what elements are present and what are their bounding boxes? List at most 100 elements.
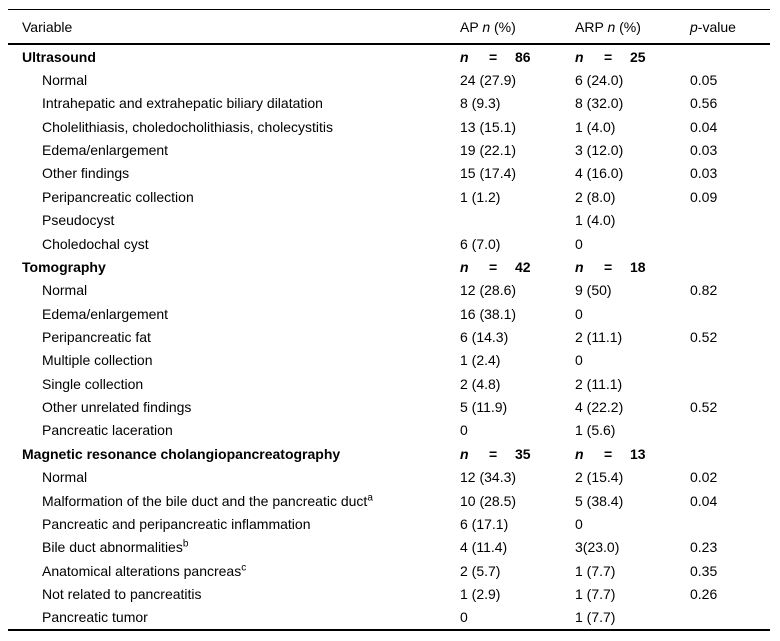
header-p-value: p-value [690,18,736,35]
table-row: Single collection 2 (4.8) 2 (11.1) [8,372,770,395]
ap-value-cell: 4 (11.4) [460,539,508,556]
ap-value-cell: 2 (4.8) [460,375,501,392]
arp-value-cell: 9 (50) [575,282,612,299]
table-header-row: Variable AP n (%) ARP n (%) p-value [8,10,770,45]
row-label: Intrahepatic and extrahepatic biliary di… [42,95,323,112]
ap-value-cell: 6 (7.0) [460,235,501,252]
arp-value-cell: 1 (4.0) [575,118,616,135]
row-label: Magnetic resonance cholangiopancreatogra… [22,445,341,462]
table-row: Pancreatic laceration 0 1 (5.6) [8,419,770,442]
arp-value-cell: 0 [575,305,583,322]
arp-value-cell: 8 (32.0) [575,95,624,112]
row-label: Peripancreatic fat [42,328,151,345]
header-ap: AP n (%) [460,18,516,35]
row-label: Peripancreatic collection [42,188,194,205]
p-value-cell: 0.26 [690,585,718,602]
row-label: Bile duct abnormalitiesb [42,538,189,556]
n-symbol: n [460,48,469,65]
row-label: Normal [42,282,88,299]
row-label: Edema/enlargement [42,142,169,159]
equals-symbol: = [489,445,498,462]
table-row: Multiple collection 1 (2.4) 0 [8,349,770,372]
p-value-cell: 0.56 [690,95,718,112]
n-count: 86 [515,48,531,65]
p-value-cell: 0.04 [690,492,718,509]
row-label: Pseudocyst [42,212,115,229]
row-label: Not related to pancreatitis [42,585,202,602]
table-row: Peripancreatic fat 6 (14.3) 2 (11.1) 0.52 [8,325,770,348]
n-count: 13 [630,445,646,462]
section-row: Tomography n = 42 n = 18 [8,255,770,278]
table-row: Bile duct abnormalitiesb 4 (11.4) 3(23.0) 0… [8,536,770,559]
table-row: Normal 24 (27.9) 6 (24.0) 0.05 [8,68,770,91]
section-row: Ultrasound n = 86 n = 25 [8,45,770,68]
ap-value-cell: 19 (22.1) [460,142,517,159]
p-value-cell: 0.09 [690,188,718,205]
arp-value-cell: 1 (7.7) [575,562,616,579]
row-label: Pancreatic laceration [42,422,173,439]
row-label: Other findings [42,165,130,182]
p-value-cell: 0.23 [690,539,718,556]
arp-value-cell: 1 (7.7) [575,585,616,602]
arp-value-cell: 0 [575,235,583,252]
arp-value-cell: 2 (15.4) [575,469,624,486]
header-arp: ARP n (%) [575,18,641,35]
n-count: 18 [630,258,646,275]
ap-value-cell: 1 (2.9) [460,585,501,602]
arp-value-cell: 5 (38.4) [575,492,624,509]
row-label: Multiple collection [42,352,153,369]
ap-value-cell: 1 (2.4) [460,352,501,369]
n-count: 42 [515,258,531,275]
row-label: Edema/enlargement [42,305,169,322]
arp-value-cell: 2 (8.0) [575,188,616,205]
footnote-marker: b [182,538,189,550]
row-label: Other unrelated findings [42,399,192,416]
p-value-cell: 0.05 [690,72,718,89]
table-row: Peripancreatic collection 1 (1.2) 2 (8.0) 0… [8,185,770,208]
p-value-cell: 0.03 [690,142,718,159]
ap-value-cell: 2 (5.7) [460,562,501,579]
table-row: Pancreatic and peripancreatic inflammati… [8,512,770,535]
p-value-cell: 0.52 [690,399,718,416]
row-label: Normal [42,469,88,486]
ap-value-cell: 15 (17.4) [460,165,517,182]
arp-value-cell: 4 (22.2) [575,399,624,416]
arp-value-cell: 1 (7.7) [575,609,616,626]
table-row: Normal 12 (34.3) 2 (15.4) 0.02 [8,465,770,488]
n-symbol: n [575,258,584,275]
table-row: Other unrelated findings 5 (11.9) 4 (22.2)… [8,395,770,418]
ap-value-cell: 0 [460,422,468,439]
ap-value-cell: n = 86 [460,49,575,65]
table-row: Pancreatic tumor 0 1 (7.7) [8,606,770,629]
ap-value-cell: 6 (17.1) [460,515,509,532]
table-row: Normal 12 (28.6) 9 (50) 0.82 [8,279,770,302]
arp-value-cell: 3 (12.0) [575,142,624,159]
n-count: 25 [630,48,646,65]
ap-value-cell: 16 (38.1) [460,305,517,322]
imaging-findings-table: Variable AP n (%) ARP n (%) p-value Ultr… [8,9,770,631]
equals-symbol: = [489,48,498,65]
table-row: Pseudocyst 1 (4.0) [8,209,770,232]
table-row: Not related to pancreatitis 1 (2.9) 1 (7.7… [8,582,770,605]
p-value-cell: 0.35 [690,562,718,579]
row-label: Tomography [22,258,106,275]
arp-value-cell: n = 25 [575,49,690,65]
footnote-marker: c [241,561,247,573]
header-variable: Variable [22,18,73,35]
row-label: Anatomical alterations pancreasc [42,561,247,579]
n-symbol: n [575,48,584,65]
arp-value-cell: 2 (11.1) [575,328,623,345]
n-symbol: n [460,445,469,462]
row-label: Choledochal cyst [42,235,149,252]
ap-value-cell: 10 (28.5) [460,492,517,509]
row-label: Pancreatic tumor [42,609,148,626]
p-value-cell: 0.52 [690,328,718,345]
section-row: Magnetic resonance cholangiopancreatogra… [8,442,770,465]
ap-value-cell: 5 (11.9) [460,399,508,416]
equals-symbol: = [604,258,613,275]
arp-value-cell: 6 (24.0) [575,72,624,89]
ap-value-cell: 1 (1.2) [460,188,501,205]
ap-value-cell: 8 (9.3) [460,95,501,112]
table-row: Cholelithiasis, choledocholithiasis, cho… [8,115,770,138]
arp-value-cell: 3(23.0) [575,539,620,556]
